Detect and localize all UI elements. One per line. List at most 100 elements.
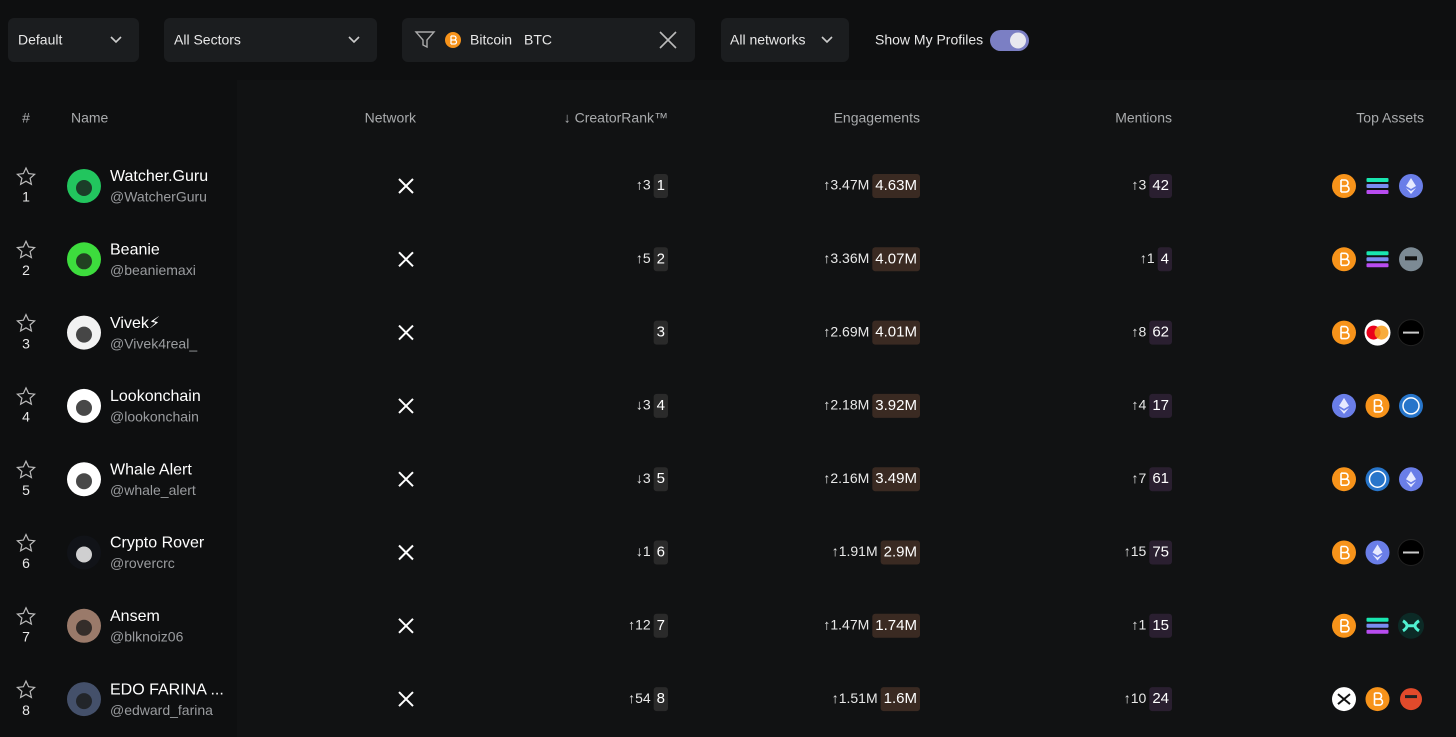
star-icon[interactable] — [16, 606, 36, 626]
sol-bar — [1366, 623, 1389, 628]
table-row[interactable]: 8 EDO FARINA ... @edward_farina 8 ↑54 1.6M ↑1.… — [16, 679, 1422, 718]
value-badge — [880, 540, 920, 565]
sort-dropdown[interactable]: Default — [8, 18, 139, 62]
value: 4.63M — [875, 177, 917, 194]
star-icon[interactable] — [16, 386, 36, 406]
value: 61 — [1152, 470, 1169, 487]
creator-name: EDO FARINA ... — [110, 681, 224, 698]
creator-name: Lookonchain — [110, 388, 201, 405]
change: ↑2.16M — [823, 470, 869, 486]
value-badge — [653, 247, 668, 272]
search-box — [402, 18, 695, 62]
toggle-label: Show My Profiles — [875, 32, 983, 48]
toggle-knob — [1010, 32, 1026, 49]
avatar-detail — [76, 473, 92, 490]
blackrock-mark — [1403, 331, 1419, 334]
creator-handle: @blknoiz06 — [110, 629, 184, 645]
table-row[interactable]: 4 Lookonchain @lookonchain 4 ↓3 3.92M ↑2.18M 17… — [16, 386, 1423, 425]
btc-glyph — [1340, 545, 1350, 560]
column-header[interactable]: ↓ CreatorRank™ — [564, 110, 668, 126]
eth-glyph — [1372, 544, 1383, 561]
creator-handle: @lookonchain — [110, 409, 199, 425]
sol-bar — [1366, 190, 1389, 194]
table-row[interactable]: 1 Watcher.Guru @WatcherGuru 1 ↑3 4.63M ↑3.47M 4… — [16, 166, 1423, 205]
btc-glyph — [1340, 619, 1350, 633]
x-logo — [398, 324, 414, 341]
mc-yellow — [1374, 325, 1389, 340]
value: 1.6M — [884, 690, 917, 707]
change: ↓1 — [636, 543, 651, 559]
table-row[interactable]: 5 Whale Alert @whale_alert 5 ↓3 3.49M ↑2.16M 61… — [16, 459, 1423, 498]
value: 62 — [1152, 324, 1169, 341]
toggle[interactable] — [990, 30, 1029, 51]
value: 3.92M — [875, 397, 917, 414]
table-row[interactable]: 2 Beanie @beaniemaxi 2 ↑5 4.07M ↑3.36M 4 ↑1 — [16, 239, 1423, 278]
x-logo — [398, 178, 414, 194]
star-icon[interactable] — [16, 313, 36, 333]
star-icon[interactable] — [16, 533, 36, 552]
star-icon[interactable] — [16, 679, 36, 699]
change: ↑3.36M — [823, 250, 869, 266]
row-index: 1 — [22, 189, 30, 205]
change: ↑2.69M — [823, 323, 869, 339]
sol-bar — [1366, 263, 1389, 268]
chevron — [821, 36, 833, 44]
value-badge — [1157, 247, 1172, 272]
value-badge — [1149, 320, 1172, 345]
sol-bar — [1366, 617, 1389, 622]
change: ↑54 — [628, 690, 651, 706]
eth-glyph — [1339, 397, 1349, 414]
row-index: 8 — [22, 702, 30, 718]
star-icon[interactable] — [16, 166, 36, 186]
value-badge — [653, 687, 668, 712]
star-icon[interactable] — [16, 239, 36, 259]
value-badge — [1149, 687, 1172, 712]
row-index: 2 — [22, 262, 30, 278]
eth-glyph — [1406, 178, 1416, 194]
value-badge — [1149, 393, 1172, 418]
clear-icon[interactable] — [659, 31, 677, 49]
btc-glyph — [1340, 472, 1350, 486]
value-badge — [880, 687, 920, 712]
value: 6 — [657, 543, 665, 560]
avatar-detail — [76, 693, 92, 710]
table-row[interactable]: 6 Crypto Rover @rovercrc 6 ↓1 2.9M ↑1.91M 75 ↑15 — [16, 533, 1425, 572]
x-logo — [398, 471, 414, 487]
creator-name: Whale Alert — [110, 461, 192, 478]
table-panel — [237, 80, 1456, 737]
row-index: 5 — [22, 482, 30, 498]
search-name: Bitcoin — [470, 32, 512, 48]
sol-bar — [1366, 178, 1389, 182]
network-dropdown[interactable]: All networks — [721, 18, 849, 62]
column-header: Engagements — [834, 110, 920, 126]
star-icon[interactable] — [16, 459, 36, 479]
dropdown-box — [721, 18, 849, 62]
creator-handle: @rovercrc — [110, 555, 175, 571]
creator-handle: @WatcherGuru — [110, 189, 207, 205]
value-badge — [872, 393, 920, 418]
blackrock-mark — [1403, 551, 1419, 554]
dropdown-label: All Sectors — [174, 32, 241, 48]
change: ↓3 — [636, 470, 651, 486]
value: 8 — [657, 690, 665, 707]
row-index: 7 — [22, 629, 30, 645]
value-badge — [653, 174, 668, 198]
row-index: 6 — [22, 555, 30, 571]
search-filter[interactable]: Bitcoin BTC — [402, 18, 695, 62]
creator-handle: @whale_alert — [110, 482, 196, 498]
sector-dropdown[interactable]: All Sectors — [164, 18, 377, 62]
value-badge — [653, 467, 668, 492]
column-header: Name — [71, 110, 109, 126]
value: 3.49M — [875, 470, 917, 487]
column-header: Top Assets — [1356, 110, 1424, 126]
value-badge — [653, 393, 668, 418]
btc-glyph — [1340, 179, 1350, 193]
table-row[interactable]: 7 Ansem @blknoiz06 7 ↑12 1.74M ↑1.47M 15 ↑1 — [16, 606, 1424, 645]
table-row[interactable]: 3 Vivek⚡ @Vivek4real_ 3 4.01M ↑2.69M 62 ↑8 — [16, 313, 1425, 352]
change: ↑5 — [636, 250, 651, 266]
change: ↑2.18M — [823, 397, 869, 413]
sol-bar — [1366, 257, 1389, 262]
usdc-ring — [1402, 397, 1420, 415]
column-header: Network — [365, 110, 417, 126]
